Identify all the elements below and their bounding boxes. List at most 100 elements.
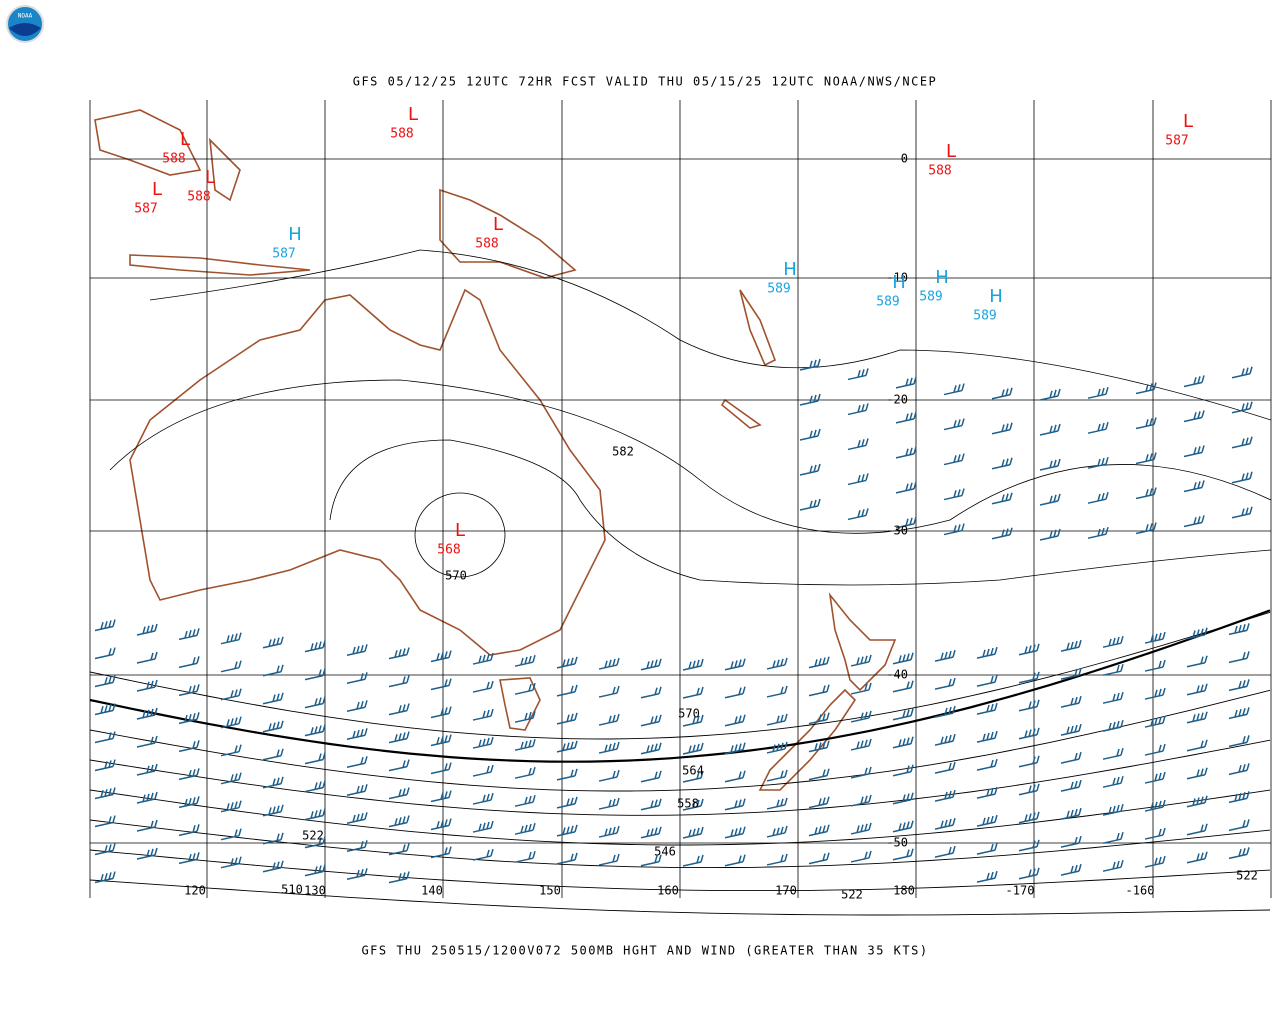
wind-barb: [895, 446, 917, 459]
longitude-label: -160: [1126, 884, 1155, 898]
wind-barb: [1144, 659, 1166, 672]
pressure-value: 587: [272, 247, 295, 262]
logo-wave: [9, 23, 41, 36]
wind-barb: [934, 817, 956, 830]
wind-barb: [1228, 847, 1250, 860]
sulawesi: [208, 137, 241, 202]
contour-label: 564: [682, 764, 704, 778]
wind-barb: [346, 644, 368, 657]
wind-barb: [1087, 526, 1109, 539]
latitude-label: -30: [886, 524, 908, 538]
wind-barb: [943, 523, 965, 536]
wind-barb: [847, 508, 869, 521]
wind-barb: [136, 651, 158, 664]
wind-barb: [1087, 456, 1109, 469]
wind-barb: [850, 850, 872, 863]
wind-barb: [1231, 471, 1253, 484]
wind-barb: [892, 708, 914, 721]
wind-barb: [724, 854, 746, 867]
longitude-label: -170: [1006, 884, 1035, 898]
wind-barb: [1087, 491, 1109, 504]
wind-barb: [640, 686, 662, 699]
wind-barb: [892, 764, 914, 777]
pressure-symbol: L: [1183, 111, 1193, 132]
wind-barb: [1183, 480, 1205, 493]
wind-barb: [514, 710, 536, 723]
pressure-symbol: L: [152, 179, 162, 200]
wind-barb: [943, 418, 965, 431]
wind-barb: [943, 488, 965, 501]
wind-barb: [1186, 655, 1208, 668]
wind-barb: [178, 824, 200, 837]
wind-barb: [934, 705, 956, 718]
height-contours: [89, 249, 1272, 916]
wind-barb: [1144, 715, 1166, 728]
wind-barb: [1060, 807, 1082, 820]
wind-barb: [847, 438, 869, 451]
wind-barb: [556, 656, 578, 669]
wind-barb: [1060, 835, 1082, 848]
wind-barb: [976, 758, 998, 771]
wind-barb: [430, 790, 452, 803]
wind-barb: [598, 769, 620, 782]
latitude-label: -10: [886, 271, 908, 285]
wind-barb: [430, 678, 452, 691]
wind-barb: [598, 685, 620, 698]
wind-barb: [598, 741, 620, 754]
wind-barb: [724, 714, 746, 727]
wind-barb: [178, 740, 200, 753]
wind-barb: [346, 868, 368, 881]
wind-barb: [1060, 639, 1082, 652]
wind-barb: [1102, 831, 1124, 844]
height-contour: [89, 879, 1271, 916]
wind-barb: [472, 652, 494, 665]
wind-barb: [178, 628, 200, 641]
wind-barb: [1135, 382, 1157, 395]
wind-barb: [94, 731, 116, 744]
wind-barb: [346, 728, 368, 741]
wind-barb: [1183, 445, 1205, 458]
wind-barb: [1144, 743, 1166, 756]
coastlines: [94, 109, 897, 791]
wind-barb: [1087, 386, 1109, 399]
australia: [129, 288, 606, 656]
wind-barb: [640, 658, 662, 671]
wind-barb: [895, 411, 917, 424]
wind-barb: [991, 422, 1013, 435]
wind-barb: [262, 748, 284, 761]
contour-label: 570: [678, 707, 700, 721]
wind-barbs: [94, 358, 1253, 884]
contour-label: 546: [654, 845, 676, 859]
low-contour: [414, 492, 506, 578]
wind-barb: [1102, 691, 1124, 704]
wind-barb: [1018, 727, 1040, 740]
wind-barb: [472, 820, 494, 833]
wind-barb: [136, 735, 158, 748]
wind-barb: [892, 680, 914, 693]
wind-barb: [598, 853, 620, 866]
contour-label: 570: [445, 569, 467, 583]
wind-barb: [1186, 627, 1208, 640]
wind-barb: [556, 824, 578, 837]
pressure-value: 589: [973, 309, 996, 324]
graticule: [89, 100, 1272, 898]
wind-barb: [991, 492, 1013, 505]
wind-barb: [472, 708, 494, 721]
wind-barb: [799, 463, 821, 476]
wind-barb: [847, 368, 869, 381]
wind-barb: [1102, 803, 1124, 816]
wind-barb: [472, 848, 494, 861]
wind-barb: [682, 798, 704, 811]
wind-barb: [94, 647, 116, 660]
wind-barb: [799, 358, 821, 371]
height-contour: [89, 609, 1271, 763]
pressure-symbol: H: [783, 259, 797, 280]
wind-barb: [640, 770, 662, 783]
wind-barb: [682, 686, 704, 699]
wind-barb: [850, 766, 872, 779]
map-footer: GFS THU 250515/1200V072 500MB HGHT AND W…: [361, 944, 928, 958]
labels: 120 130 140 150 160 170 180 -170 -160 0 -10 -20 -30 -…: [134, 104, 1258, 902]
wind-barb: [1135, 487, 1157, 500]
wind-barb: [799, 393, 821, 406]
wind-barb: [766, 713, 788, 726]
